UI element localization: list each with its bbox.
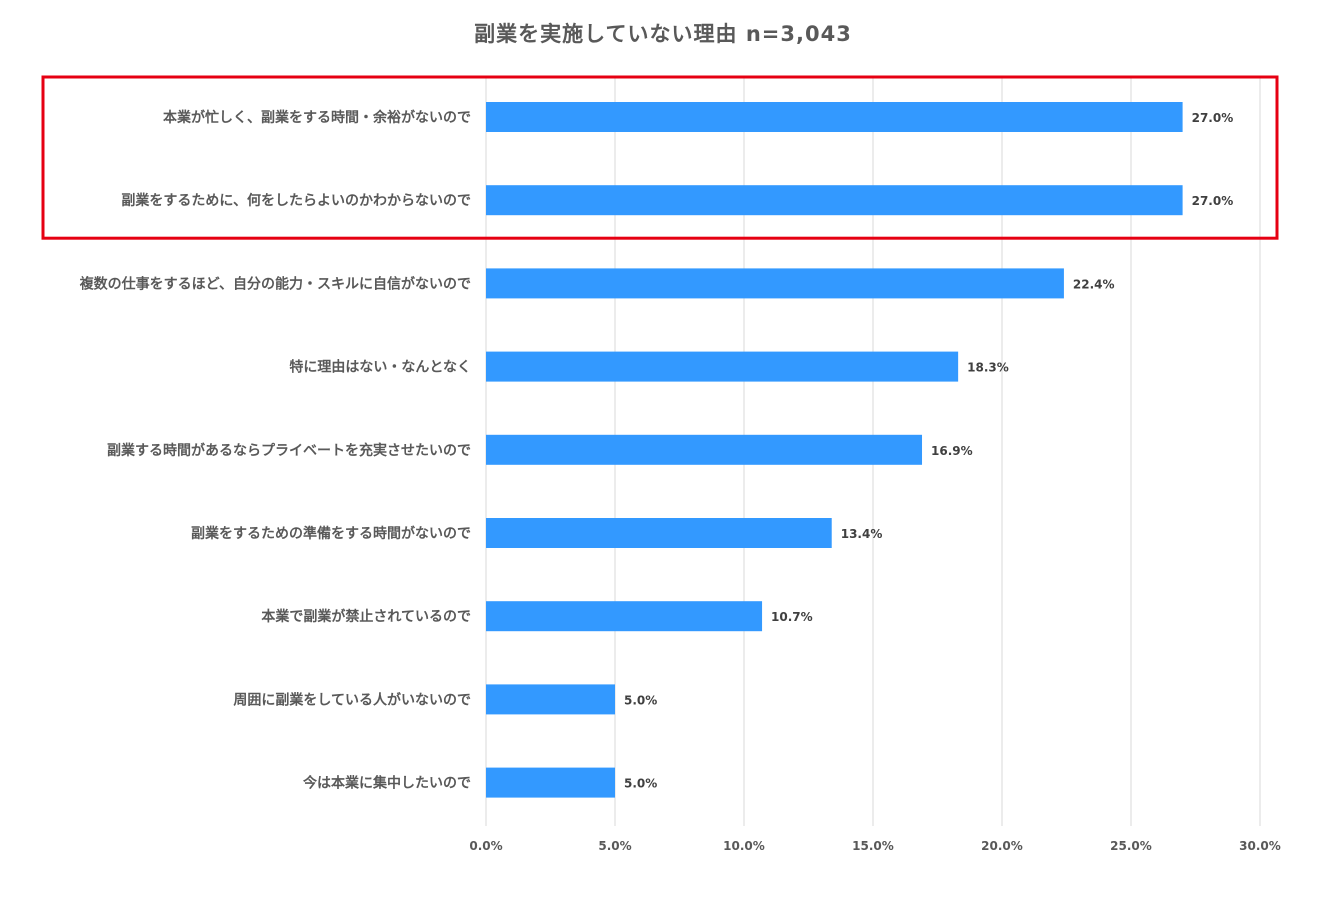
bar — [486, 351, 959, 382]
data-label: 10.7% — [771, 610, 813, 624]
data-label: 16.9% — [931, 444, 973, 458]
x-tick-label: 5.0% — [598, 839, 631, 853]
x-tick-label: 30.0% — [1239, 839, 1281, 853]
x-tick-label: 20.0% — [981, 839, 1023, 853]
highlight-box-layer — [41, 75, 1279, 240]
chart-title: 副業を実施していない理由 n=3,043 — [474, 22, 852, 46]
highlight-box — [41, 75, 1279, 240]
category-label: 今は本業に集中したいので — [302, 775, 471, 792]
bar — [486, 185, 1183, 216]
category-label: 周囲に副業をしている人がいないので — [233, 691, 471, 708]
bar — [486, 767, 615, 798]
data-label: 27.0% — [1192, 194, 1234, 208]
category-label: 特に理由はない・なんとなく — [289, 359, 471, 376]
x-tick-label: 0.0% — [469, 839, 502, 853]
category-label: 副業をするための準備をする時間がないので — [191, 525, 471, 542]
x-tick-label: 25.0% — [1110, 839, 1152, 853]
value-labels: 27.0% 27.0% 22.4% 18.3% 16.9% 13.4% 10.7% 5.0% 5… — [624, 111, 1233, 791]
bar — [486, 601, 763, 632]
bar — [486, 434, 923, 465]
x-tick-label: 10.0% — [723, 839, 765, 853]
data-label: 22.4% — [1073, 277, 1115, 291]
bar — [486, 684, 615, 715]
bar — [486, 518, 832, 548]
bar — [486, 268, 1064, 299]
category-label: 本業で副業が禁止されているので — [261, 608, 471, 625]
x-axis-ticks: 0.0% 5.0% 10.0% 15.0% 20.0% 25.0% 30.0% — [469, 839, 1280, 853]
category-labels: 本業が忙しく、副業をする時間・余裕がないので副業をするために、何をしたらよいのか… — [79, 109, 471, 792]
data-label: 18.3% — [967, 361, 1009, 375]
data-label: 27.0% — [1192, 111, 1234, 125]
bar — [486, 102, 1183, 132]
category-label: 副業する時間があるならプライベートを充実させたいので — [107, 442, 471, 459]
bars — [486, 102, 1183, 798]
data-label: 5.0% — [624, 777, 657, 791]
category-label: 副業をするために、何をしたらよいのかわからないので — [121, 192, 471, 209]
data-label: 13.4% — [841, 527, 883, 541]
data-label: 5.0% — [624, 693, 657, 707]
category-label: 複数の仕事をするほど、自分の能力・スキルに自信がないので — [79, 275, 471, 292]
category-label: 本業が忙しく、副業をする時間・余裕がないので — [163, 109, 471, 126]
x-tick-label: 15.0% — [852, 839, 894, 853]
